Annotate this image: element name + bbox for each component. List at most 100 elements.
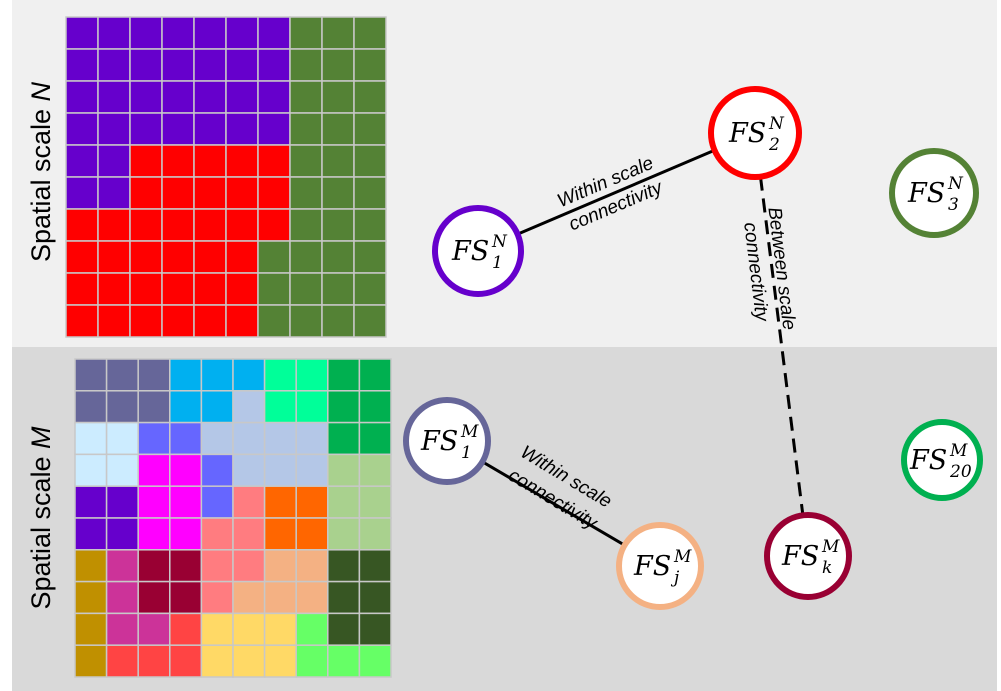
grid-cell [74, 390, 108, 424]
grid-cell [137, 421, 171, 456]
grid-cell [193, 144, 227, 178]
grid-cell [225, 144, 259, 178]
grid-cell [129, 272, 163, 306]
grid-cell [65, 176, 99, 210]
grid-cell [327, 517, 361, 551]
grid-cell [295, 580, 329, 615]
grid-cell [295, 453, 329, 487]
grid-cell [161, 16, 195, 50]
grid-cell [65, 240, 99, 274]
grid-cell [137, 580, 171, 615]
grid-cell [353, 16, 387, 50]
grid-cell [161, 144, 195, 178]
node-label-subscript: 20 [949, 462, 972, 482]
node-label-main: FS [633, 551, 671, 582]
panel-label-variable: M [26, 426, 56, 449]
grid-cell [353, 80, 387, 114]
node-label-main: FS [420, 426, 458, 457]
grid-cell [129, 144, 163, 178]
grid-cell [137, 358, 171, 392]
grid-cell [289, 304, 323, 338]
grid-cell [225, 16, 259, 50]
node-circle [889, 148, 979, 238]
node-fs-j-m: FS Mj [616, 522, 704, 610]
node-label-superscript: N [491, 232, 508, 252]
grid-cell [200, 485, 234, 519]
grid-cell [105, 517, 139, 551]
grid-cell [97, 208, 131, 242]
parcellation-grid-scale-m [74, 358, 392, 678]
node-fs-k-m: FS Mk [764, 512, 852, 600]
grid-cell [193, 240, 227, 274]
grid-cell [353, 208, 387, 242]
grid-cell [161, 240, 195, 274]
grid-cell [263, 390, 297, 424]
grid-cell [289, 112, 323, 146]
grid-cell [65, 16, 99, 50]
grid-cell [289, 144, 323, 178]
grid-cell [295, 644, 329, 678]
grid-cell [358, 390, 392, 424]
grid-cell [321, 80, 355, 114]
grid-cell [200, 580, 234, 615]
grid-cell [225, 304, 259, 338]
grid-cell [358, 358, 392, 392]
grid-cell [105, 390, 139, 424]
node-circle [403, 397, 491, 485]
grid-cell [225, 48, 259, 82]
grid-cell [74, 612, 108, 646]
grid-cell [129, 304, 163, 338]
node-fs-3-n: FS N3 [889, 148, 979, 238]
grid-cell [321, 112, 355, 146]
grid-cell [321, 272, 355, 306]
grid-cell [169, 390, 203, 424]
grid-cell [232, 612, 266, 646]
panel-label-prefix: Spatial scale [26, 449, 56, 610]
grid-cell [193, 48, 227, 82]
grid-cell [358, 421, 392, 456]
grid-cell [129, 80, 163, 114]
grid-cell [169, 644, 203, 678]
grid-cell [200, 390, 234, 424]
node-label-subscript: 2 [768, 135, 780, 155]
node-fs-1-n: FS N1 [432, 205, 524, 297]
grid-cell [289, 176, 323, 210]
grid-cell [200, 517, 234, 551]
grid-cell [263, 644, 297, 678]
grid-cell [358, 644, 392, 678]
grid-cell [200, 421, 234, 456]
grid-cell [289, 80, 323, 114]
grid-cell [169, 580, 203, 615]
node-fs-20-m: FS M20 [901, 419, 983, 501]
grid-cell [161, 208, 195, 242]
grid-cell [263, 358, 297, 392]
node-label-main: FS [907, 178, 945, 209]
grid-cell [169, 612, 203, 646]
grid-cell [169, 549, 203, 583]
grid-cell [97, 272, 131, 306]
grid-cell [263, 485, 297, 519]
node-circle [616, 522, 704, 610]
grid-cell [327, 453, 361, 487]
grid-cell [169, 485, 203, 519]
grid-cell [327, 644, 361, 678]
grid-cell [97, 240, 131, 274]
grid-cell [105, 485, 139, 519]
grid-cell [295, 485, 329, 519]
grid-cell [97, 80, 131, 114]
grid-cell [257, 208, 291, 242]
grid-cell [161, 176, 195, 210]
node-label-subscript: k [822, 558, 832, 578]
grid-cell [74, 358, 108, 392]
grid-cell [232, 421, 266, 456]
node-circle [432, 205, 524, 297]
grid-cell [105, 612, 139, 646]
grid-cell [353, 272, 387, 306]
grid-cell [193, 176, 227, 210]
grid-cell [353, 240, 387, 274]
grid-cell [65, 112, 99, 146]
panel-label-scale-n: Spatial scale N [26, 81, 56, 262]
grid-cell [137, 549, 171, 583]
grid-cell [289, 272, 323, 306]
